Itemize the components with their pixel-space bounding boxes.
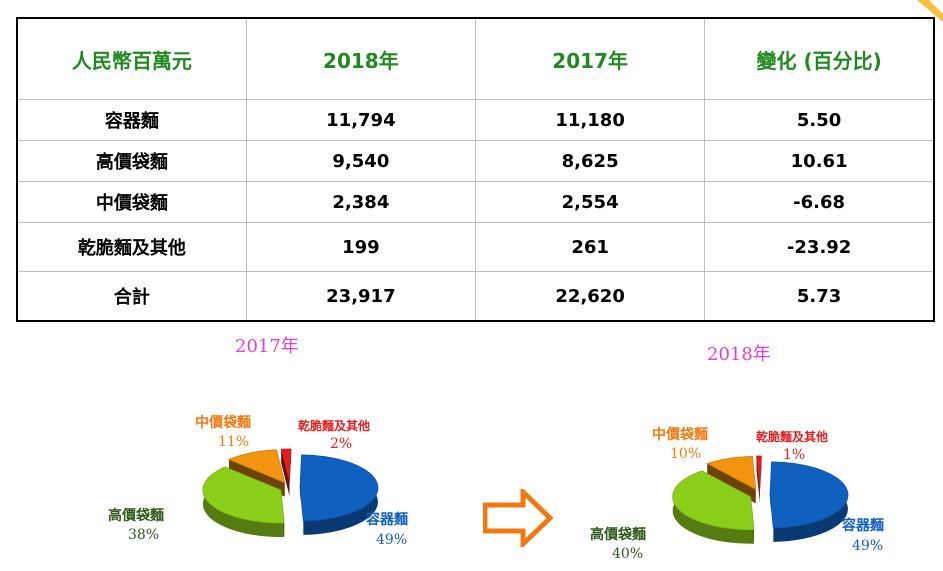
pie-2017-label-high: 高價袋麵: [108, 508, 164, 524]
header-unit: 人民幣百萬元: [16, 17, 247, 100]
pie-2017-pct-mid: 11%: [218, 434, 250, 450]
corner-decoration: [917, 0, 943, 22]
pie-chart-2017: [202, 448, 379, 538]
cell-2017: 8,625: [474, 140, 706, 182]
pie-slice: [706, 456, 757, 491]
pie-2017-label-cup: 容器麵: [366, 512, 408, 528]
pie-slice-side: [672, 470, 754, 544]
pie-slice-side: [202, 466, 285, 538]
row-label: 乾脆麵及其他: [16, 222, 247, 272]
table-row: 高價袋麵 9,540 8,625 10.61: [16, 140, 935, 182]
pie-2018-pct-high: 40%: [612, 546, 644, 562]
arrow-right-icon: [483, 489, 553, 547]
pie-2018-pct-cup: 49%: [852, 538, 884, 554]
table-row: 容器麵 11,794 11,180 5.50: [16, 99, 935, 141]
pie-slice: [227, 449, 286, 484]
pie-2017-pct-other: 2%: [330, 436, 353, 452]
cell-change: -6.68: [704, 181, 935, 223]
revenue-table: 人民幣百萬元 2018年 2017年 變化 (百分比) 容器麵 11,794 1…: [16, 17, 935, 322]
chart-title-2018: 2018年: [707, 344, 771, 365]
cell-2018: 2,384: [245, 181, 477, 223]
cell-change: -23.92: [704, 222, 935, 272]
pie-2017-pct-high: 38%: [128, 527, 160, 543]
pie-slice: [280, 448, 292, 483]
pie-slice-wall: [281, 449, 290, 497]
row-label: 合計: [16, 271, 247, 322]
pie-2018-label-mid: 中價袋麵: [652, 427, 708, 443]
pie-slice: [672, 470, 755, 531]
pie-slice: [202, 466, 285, 524]
pie-slice: [769, 461, 849, 529]
pie-2017-pct-cup: 49%: [376, 532, 408, 548]
table-header-row: 人民幣百萬元 2018年 2017年 變化 (百分比): [16, 17, 935, 100]
row-label: 容器麵: [16, 99, 247, 141]
cell-2018: 11,794: [245, 99, 477, 141]
pie-slice: [299, 454, 379, 522]
chart-title-2017: 2017年: [235, 336, 299, 357]
pie-2018-label-high: 高價袋麵: [590, 527, 646, 543]
row-label: 高價袋麵: [16, 140, 247, 182]
cell-2017: 22,620: [474, 271, 706, 322]
pie-2018-label-cup: 容器麵: [842, 518, 884, 534]
cell-2017: 261: [474, 222, 706, 272]
header-change: 變化 (百分比): [704, 17, 935, 100]
header-2017: 2017年: [474, 17, 706, 100]
cell-2018: 199: [245, 222, 477, 272]
row-label: 中價袋麵: [16, 181, 247, 223]
pie-2018-pct-other: 1%: [783, 447, 806, 463]
table-total-row: 合計 23,917 22,620 5.73: [16, 271, 935, 322]
pie-2018-label-other: 乾脆麵及其他: [756, 430, 829, 444]
header-2018: 2018年: [245, 17, 477, 100]
cell-2017: 2,554: [474, 181, 706, 223]
cell-2018: 9,540: [245, 140, 477, 182]
cell-2017: 11,180: [474, 99, 706, 141]
cell-change: 5.50: [704, 99, 935, 141]
cell-change: 5.73: [704, 271, 935, 322]
table-row: 中價袋麵 2,384 2,554 -6.68: [16, 181, 935, 223]
pie-chart-2018: [672, 455, 849, 544]
pie-2017-label-other: 乾脆麵及其他: [298, 419, 371, 433]
pie-2018-pct-mid: 10%: [670, 446, 702, 462]
pie-2017-label-mid: 中價袋麵: [195, 415, 251, 431]
pie-slice: [756, 455, 762, 490]
cell-change: 10.61: [704, 140, 935, 182]
table-row: 乾脆麵及其他 199 261 -23.92: [16, 222, 935, 272]
cell-2018: 23,917: [245, 271, 477, 322]
